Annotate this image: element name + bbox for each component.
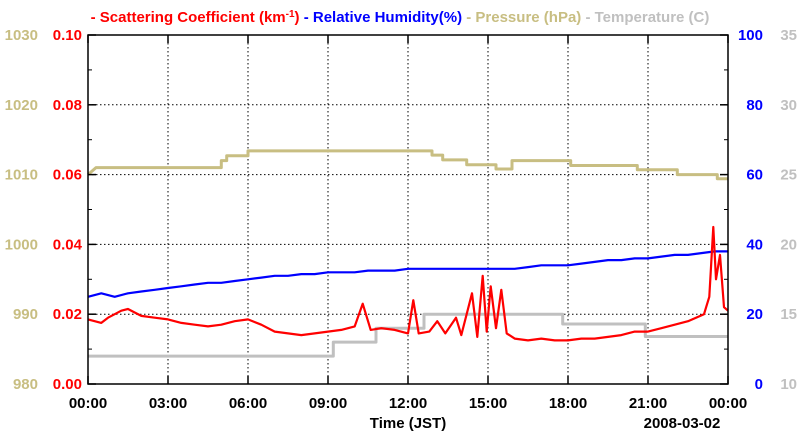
pressure-tick-label: 1000: [5, 236, 38, 253]
pressure-tick-label: 980: [13, 376, 38, 393]
legend-scattering: - Scattering Coefficient (km: [91, 9, 286, 26]
legend-scattering-end: ): [295, 9, 300, 26]
scattering-tick-label: 0.06: [53, 167, 82, 184]
legend-temperature-end: C): [694, 9, 710, 26]
scattering-tick-label: 0.04: [53, 236, 83, 253]
legend-humidity: - Relative Humidity(%): [300, 9, 463, 26]
series-layer: [87, 149, 729, 358]
x-tick-label: 00:00: [709, 395, 747, 412]
series-scattering: [87, 225, 729, 342]
x-tick-label: 15:00: [469, 395, 507, 412]
chart-title-text: - Scattering Coefficient (km-1) - Relati…: [91, 9, 710, 27]
grid: [88, 35, 728, 384]
legend-pressure: - Pressure (hPa): [462, 9, 581, 26]
pressure-tick-label: 1010: [5, 167, 38, 184]
x-tick-label: 21:00: [629, 395, 667, 412]
temperature-tick-label: 35: [780, 27, 797, 44]
legend-temperature: - Temperature (: [581, 9, 693, 26]
axes: 98099010001010102010300.000.020.040.060.…: [5, 27, 797, 412]
x-tick-label: 06:00: [229, 395, 267, 412]
x-axis-label: Time (JST): [370, 415, 446, 432]
x-tick-label: 03:00: [149, 395, 187, 412]
x-tick-label: 09:00: [309, 395, 347, 412]
legend-scattering-sup: -1: [286, 9, 295, 20]
pressure-tick-label: 990: [13, 306, 38, 323]
x-tick-label: 00:00: [69, 395, 107, 412]
scattering-tick-label: 0.02: [53, 306, 82, 323]
chart-title: - Scattering Coefficient (km-1) - Relati…: [91, 9, 710, 27]
humidity-tick-label: 80: [746, 97, 763, 114]
temperature-tick-label: 25: [780, 167, 797, 184]
pressure-tick-label: 1030: [5, 27, 38, 44]
humidity-tick-label: 100: [738, 27, 763, 44]
series-pressure: [87, 149, 728, 181]
temperature-tick-label: 20: [780, 236, 797, 253]
scattering-tick-label: 0.10: [53, 27, 82, 44]
scattering-tick-label: 0.08: [53, 97, 82, 114]
humidity-tick-label: 20: [746, 306, 763, 323]
humidity-tick-label: 40: [746, 236, 763, 253]
x-tick-label: 12:00: [389, 395, 427, 412]
series-temperature: [88, 312, 728, 358]
temperature-tick-label: 15: [780, 306, 797, 323]
date-label: 2008-03-02: [644, 415, 721, 432]
humidity-tick-label: 0: [755, 376, 763, 393]
pressure-tick-label: 1020: [5, 97, 38, 114]
scattering-tick-label: 0.00: [53, 376, 82, 393]
x-tick-label: 18:00: [549, 395, 587, 412]
temperature-tick-label: 30: [780, 97, 797, 114]
temperature-tick-label: 10: [780, 376, 797, 393]
series-humidity: [87, 250, 728, 298]
humidity-tick-label: 60: [746, 167, 763, 184]
